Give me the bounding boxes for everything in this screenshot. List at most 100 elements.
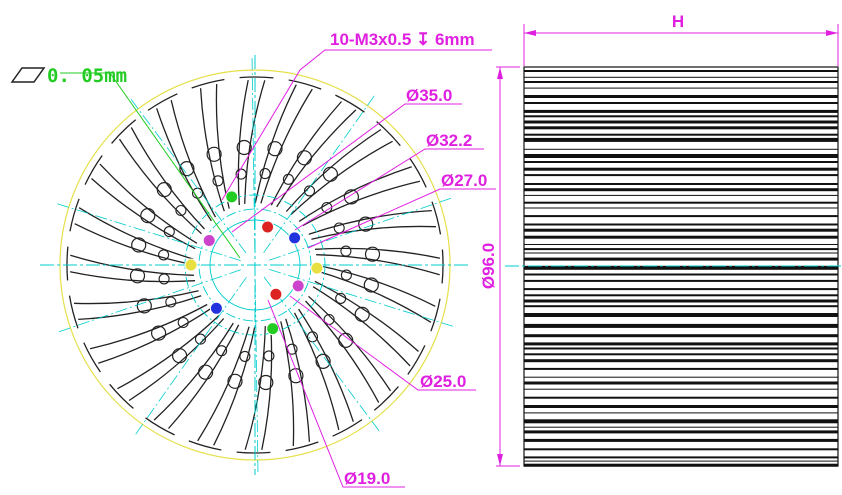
fin-cap	[285, 441, 319, 452]
fin-wall	[156, 108, 212, 222]
height-label: H	[672, 12, 684, 31]
side-fin-line	[524, 183, 838, 185]
fin-hook	[286, 343, 298, 355]
outer-diameter: Ø96.0	[479, 243, 498, 289]
centerlines	[40, 54, 470, 476]
d32-leader	[294, 148, 484, 231]
fin-cap	[109, 383, 134, 409]
side-fin-line	[524, 265, 838, 270]
side-fin-line	[524, 228, 838, 232]
fin-cap	[376, 121, 401, 147]
radial-centerline	[269, 196, 454, 261]
fin-wall	[170, 99, 217, 218]
side-fin-line	[524, 76, 838, 78]
threaded-hole-marker	[266, 322, 280, 336]
side-fin-line	[524, 244, 838, 245]
radial-centerline	[254, 279, 259, 476]
side-fin-line	[524, 248, 838, 251]
fin-cap	[288, 79, 322, 90]
side-fin-line	[524, 161, 838, 163]
threaded-hole-marker	[261, 220, 275, 234]
fin-hook	[354, 306, 370, 322]
fin-cap	[147, 93, 178, 111]
side-view: H Ø96.0	[479, 12, 842, 467]
fin-hook	[179, 161, 195, 177]
threaded-hole-marker	[202, 234, 216, 247]
fin-cap	[236, 451, 271, 454]
fin-wall	[98, 308, 212, 364]
side-fin-line	[524, 137, 838, 142]
fin-wall	[244, 326, 266, 450]
fin-cap	[441, 249, 444, 284]
fin-cap	[111, 119, 137, 144]
fin-hook	[158, 273, 170, 285]
fin-hook	[364, 246, 381, 262]
fin-wall	[199, 88, 225, 212]
fin-wall	[316, 254, 440, 276]
fin-hook	[140, 208, 156, 224]
fin-wall	[308, 295, 392, 392]
side-fin-line	[524, 430, 838, 434]
side-fin-line	[524, 288, 838, 291]
fin-cap	[332, 419, 363, 437]
threaded-hole-marker	[225, 190, 239, 204]
fin-wall	[73, 290, 199, 305]
side-fin-line	[524, 419, 838, 424]
threaded-hole-marker	[291, 279, 305, 293]
fin-hook	[282, 173, 294, 185]
fin-wall	[153, 322, 234, 421]
side-fin-line	[524, 115, 838, 118]
radial-centerline	[251, 54, 256, 251]
side-fin-line	[524, 215, 838, 218]
side-fin-line	[524, 353, 838, 356]
side-fin-line	[524, 313, 838, 317]
side-fin-line	[524, 201, 838, 204]
side-fin-line	[524, 342, 838, 346]
fin-hook	[303, 185, 316, 197]
radial-centerline	[133, 277, 247, 437]
fin-wall	[302, 180, 421, 227]
fin-hook	[363, 277, 379, 293]
flatness-value: 0. 05mm	[47, 65, 127, 87]
side-fin-line	[524, 456, 838, 459]
side-fin-line	[524, 381, 838, 385]
fins	[66, 76, 444, 454]
fin-cap	[407, 345, 426, 375]
fin-hook	[322, 166, 338, 182]
fin-wall	[78, 207, 194, 260]
fin-wall	[312, 286, 411, 367]
fin-wall	[78, 295, 202, 321]
fin-cap	[145, 417, 175, 436]
fin-cap	[83, 342, 101, 373]
side-fin-line	[524, 426, 838, 428]
h-arrow-right	[826, 30, 838, 36]
radial-centerline	[54, 202, 241, 261]
side-fin-line	[524, 396, 838, 399]
d25-leader	[289, 295, 476, 391]
diameter-27: Ø27.0	[441, 171, 487, 190]
diameter-19: Ø19.0	[344, 469, 390, 488]
fin-wall	[290, 140, 393, 215]
fin-hook	[340, 269, 352, 281]
side-fin-line	[524, 463, 838, 467]
d27-leader	[307, 188, 496, 249]
fin-hook	[206, 146, 222, 162]
side-fin-line	[524, 299, 838, 303]
side-fin-lines	[524, 70, 838, 467]
fin-wall	[89, 303, 208, 350]
fin-hook	[212, 175, 224, 187]
fin-hook	[358, 216, 374, 232]
fin-cap	[335, 94, 365, 113]
fin-hook	[131, 237, 147, 253]
side-fin-line	[524, 359, 838, 363]
radial-centerline	[263, 276, 382, 434]
fin-wall	[197, 326, 250, 442]
flatness-symbol	[10, 67, 46, 83]
fin-cap	[373, 386, 399, 411]
fin-wall	[260, 88, 313, 204]
fin-hook	[263, 350, 275, 362]
side-fin-line	[524, 334, 838, 338]
side-fin-line	[524, 294, 838, 297]
side-fin-line	[524, 257, 838, 261]
